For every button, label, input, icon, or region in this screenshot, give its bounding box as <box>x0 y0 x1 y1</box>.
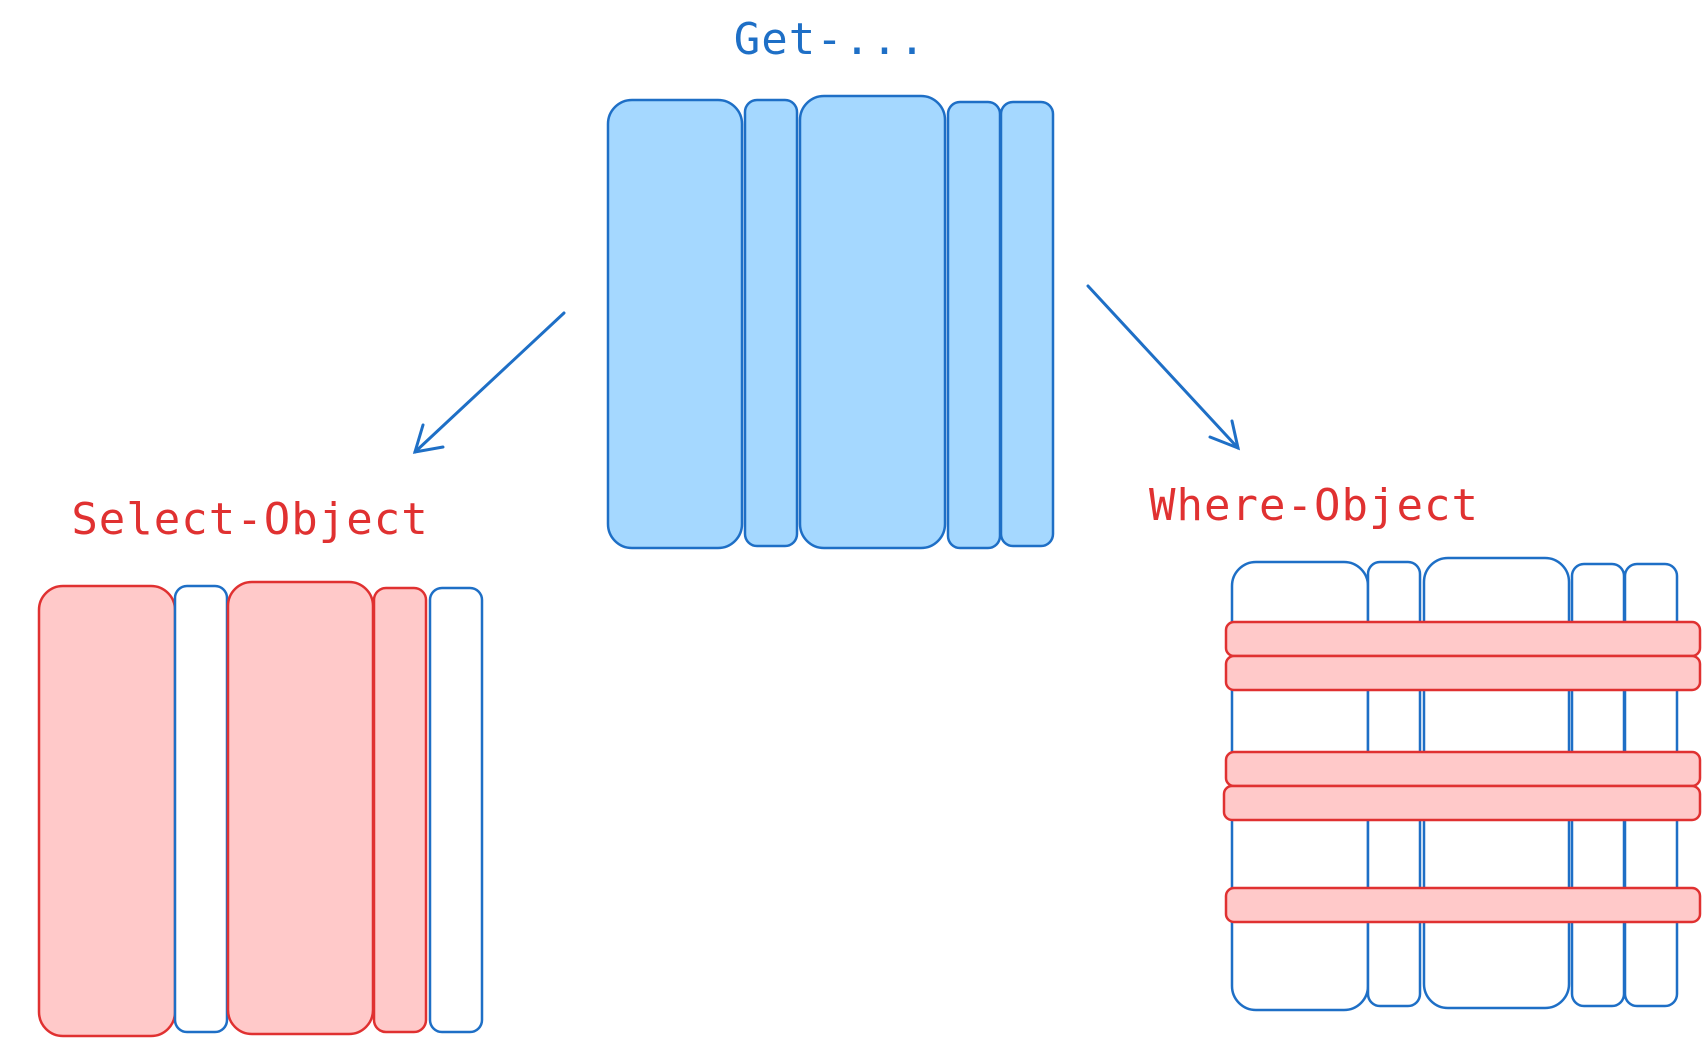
arrow-to-where <box>1086 284 1241 451</box>
get-column-2 <box>743 98 799 548</box>
where-row-1 <box>1224 620 1702 658</box>
get-column-4 <box>946 100 1002 550</box>
get-column-3 <box>798 94 947 550</box>
select-column-1 <box>37 584 177 1038</box>
select-column-2 <box>173 584 229 1034</box>
where-row-5 <box>1224 886 1702 924</box>
where-object-label: Where-Object <box>1149 480 1479 531</box>
where-object-table <box>1222 556 1702 1012</box>
where-rows <box>1222 620 1702 924</box>
select-column-3 <box>226 580 375 1036</box>
where-row-3 <box>1224 750 1702 788</box>
get-column-1 <box>606 98 744 550</box>
select-column-4 <box>372 586 428 1034</box>
get-label: Get-... <box>734 14 926 65</box>
get-column-5 <box>999 100 1055 548</box>
select-object-table <box>37 580 484 1038</box>
arrow-to-select <box>412 311 566 454</box>
get-output-table <box>606 94 1055 550</box>
where-row-2 <box>1224 654 1702 692</box>
select-column-5 <box>428 586 484 1034</box>
select-object-label: Select-Object <box>71 494 428 545</box>
where-row-4 <box>1222 784 1702 822</box>
